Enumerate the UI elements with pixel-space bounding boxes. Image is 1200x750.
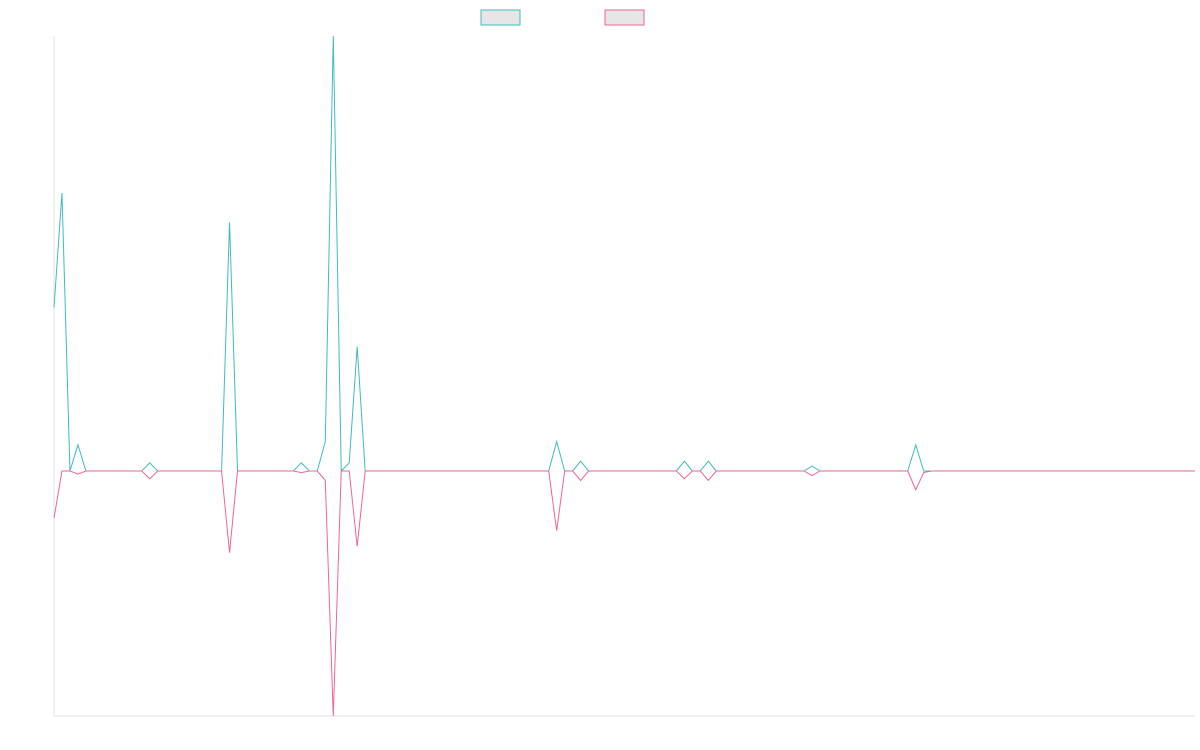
legend[interactable] (480, 9, 645, 26)
axes (53, 36, 1195, 717)
series-line-1 (53, 35, 1195, 473)
legend-swatch-1[interactable] (480, 9, 521, 26)
legend-swatch-2[interactable] (604, 9, 645, 26)
series-layer (53, 35, 1195, 717)
series-line-2 (53, 470, 1195, 717)
